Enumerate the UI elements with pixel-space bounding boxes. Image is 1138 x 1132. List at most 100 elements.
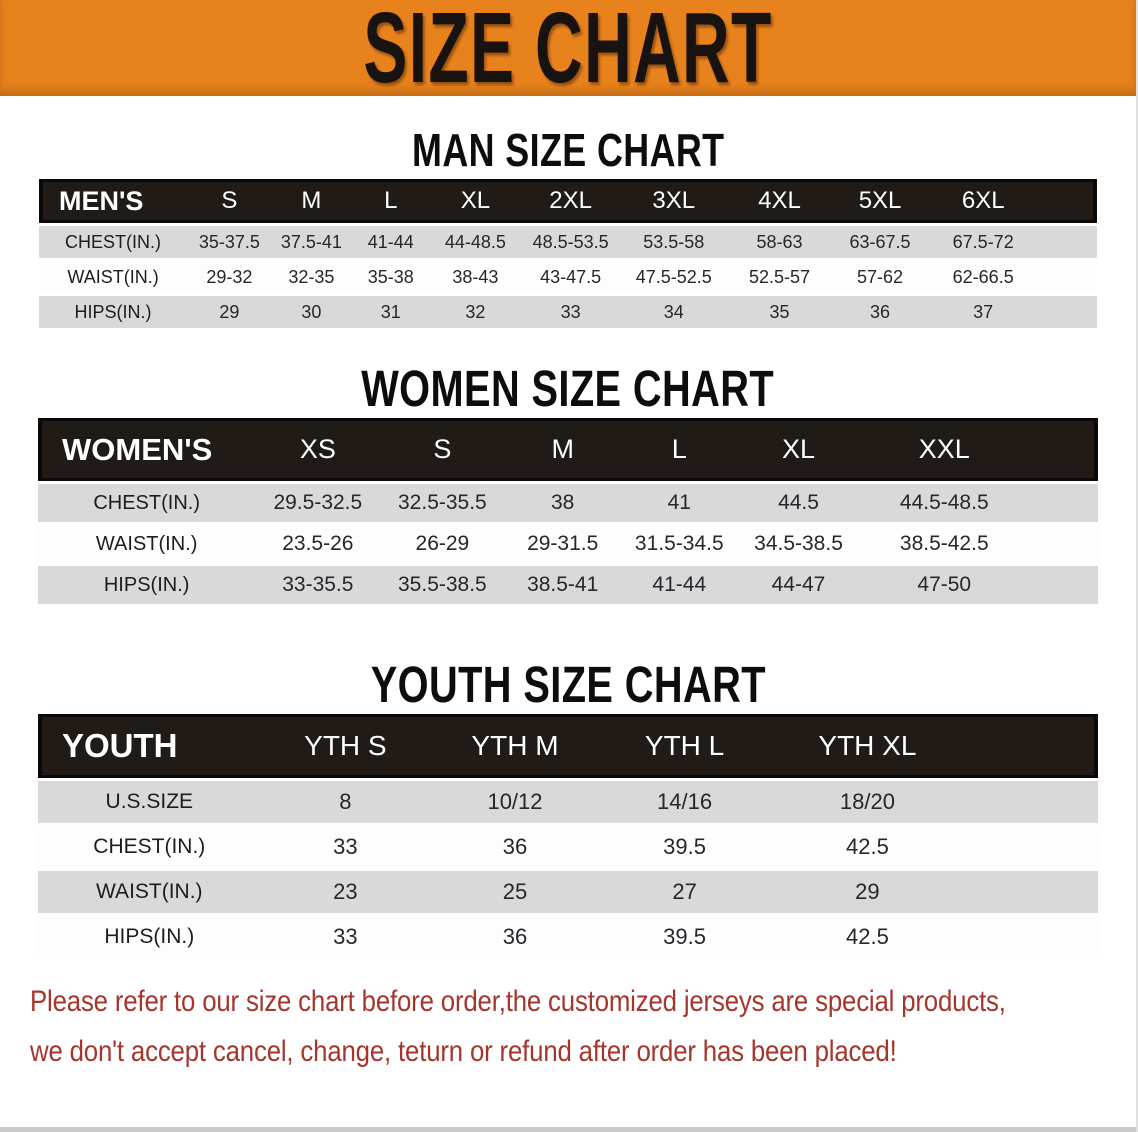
size-value: 62-66.5: [927, 261, 1039, 293]
spacer-cell: [1029, 484, 1098, 522]
spacer-cell: [965, 826, 1098, 868]
men-size-header: 6XL: [927, 179, 1039, 223]
men-header-row: MEN'S S M L XL 2XL 3XL 4XL 5XL 6XL: [39, 179, 1097, 223]
women-header-label: WOMEN'S: [38, 418, 256, 481]
men-header-label: MEN'S: [39, 179, 188, 223]
men-size-header: S: [187, 179, 272, 223]
size-value: 42.5: [769, 826, 966, 868]
size-value: 33: [520, 296, 621, 328]
size-value: 44.5-48.5: [859, 484, 1030, 522]
row-label: WAIST(IN.): [38, 525, 256, 563]
youth-size-header: YTH M: [430, 714, 600, 778]
size-value: 34: [620, 296, 727, 328]
size-value: 29-32: [187, 261, 272, 293]
men-size-header: L: [351, 179, 431, 223]
men-chest-row: CHEST(IN.) 35-37.5 37.5-41 41-44 44-48.5…: [39, 226, 1097, 258]
size-value: 23: [260, 871, 431, 913]
size-value: 29-31.5: [504, 525, 621, 563]
youth-section-title-text: YOUTH SIZE CHART: [370, 656, 766, 713]
size-value: 23.5-26: [255, 525, 381, 563]
size-value: 35.5-38.5: [380, 566, 505, 604]
banner: SIZE CHART: [0, 0, 1136, 104]
size-value: 47.5-52.5: [620, 261, 727, 293]
row-label: WAIST(IN.): [39, 261, 188, 293]
women-hips-row: HIPS(IN.) 33-35.5 35.5-38.5 38.5-41 41-4…: [38, 566, 1098, 604]
men-hips-row: HIPS(IN.) 29 30 31 32 33 34 35 36 37: [39, 296, 1097, 328]
men-size-header: 3XL: [620, 179, 727, 223]
spacer-cell: [1038, 296, 1097, 328]
size-value: 27: [599, 871, 770, 913]
men-size-header: 2XL: [520, 179, 621, 223]
banner-title: SIZE CHART: [363, 0, 773, 104]
spacer-cell: [965, 916, 1098, 958]
disclaimer: Please refer to our size chart before or…: [30, 977, 1136, 1077]
spacer-cell: [1038, 261, 1097, 293]
youth-waist-row: WAIST(IN.) 23 25 27 29: [38, 871, 1098, 913]
size-value: 35-38: [351, 261, 431, 293]
size-value: 37: [927, 296, 1039, 328]
size-value: 41-44: [620, 566, 738, 604]
size-value: 58-63: [726, 226, 833, 258]
row-label: HIPS(IN.): [39, 296, 188, 328]
size-value: 29: [769, 871, 966, 913]
spacer-cell: [1029, 418, 1098, 481]
men-size-header: XL: [430, 179, 521, 223]
size-value: 63-67.5: [832, 226, 928, 258]
women-chest-row: CHEST(IN.) 29.5-32.5 32.5-35.5 38 41 44.…: [38, 484, 1098, 522]
size-value: 31: [351, 296, 431, 328]
men-section-title: MAN SIZE CHART: [0, 124, 1136, 176]
youth-section: YOUTH SIZE CHART YOUTH YTH S YTH M YTH L…: [0, 659, 1136, 961]
size-value: 36: [430, 916, 600, 958]
size-value: 8: [260, 781, 431, 823]
women-section: WOMEN SIZE CHART WOMEN'S XS S M L XL XXL…: [0, 363, 1136, 607]
size-value: 53.5-58: [620, 226, 727, 258]
size-value: 39.5: [599, 826, 770, 868]
row-label: HIPS(IN.): [38, 566, 256, 604]
size-value: 33: [260, 826, 431, 868]
men-waist-row: WAIST(IN.) 29-32 32-35 35-38 38-43 43-47…: [39, 261, 1097, 293]
size-value: 38-43: [430, 261, 521, 293]
spacer-cell: [1029, 525, 1098, 563]
row-label: WAIST(IN.): [38, 871, 261, 913]
spacer-cell: [1038, 226, 1097, 258]
row-label: CHEST(IN.): [39, 226, 188, 258]
youth-size-header: YTH S: [260, 714, 431, 778]
row-label: CHEST(IN.): [38, 826, 261, 868]
women-waist-row: WAIST(IN.) 23.5-26 26-29 29-31.5 31.5-34…: [38, 525, 1098, 563]
size-value: 38.5-42.5: [859, 525, 1030, 563]
size-value: 39.5: [599, 916, 770, 958]
size-value: 37.5-41: [271, 226, 352, 258]
size-value: 38: [504, 484, 621, 522]
spacer-cell: [1038, 179, 1097, 223]
women-size-header: L: [620, 418, 738, 481]
youth-size-header: YTH XL: [769, 714, 966, 778]
size-value: 26-29: [380, 525, 505, 563]
size-value: 44-47: [737, 566, 860, 604]
size-value: 48.5-53.5: [520, 226, 621, 258]
size-value: 42.5: [769, 916, 966, 958]
size-value: 34.5-38.5: [737, 525, 860, 563]
women-header-row: WOMEN'S XS S M L XL XXL: [38, 418, 1098, 481]
row-label: U.S.SIZE: [38, 781, 261, 823]
women-size-header: XL: [737, 418, 860, 481]
men-size-header: 4XL: [726, 179, 833, 223]
size-value: 31.5-34.5: [620, 525, 738, 563]
bottom-edge-strip: [0, 1127, 1136, 1132]
size-value: 36: [430, 826, 600, 868]
women-size-header: XS: [255, 418, 381, 481]
size-value: 67.5-72: [927, 226, 1039, 258]
women-size-table: WOMEN'S XS S M L XL XXL CHEST(IN.) 29.5-…: [38, 415, 1098, 607]
men-size-header: 5XL: [832, 179, 928, 223]
size-value: 18/20: [769, 781, 966, 823]
youth-size-header: YTH L: [599, 714, 770, 778]
size-value: 41-44: [351, 226, 431, 258]
spacer-cell: [1029, 566, 1098, 604]
disclaimer-line-1: Please refer to our size chart before or…: [30, 985, 1006, 1018]
size-value: 33-35.5: [255, 566, 381, 604]
size-value: 29.5-32.5: [255, 484, 381, 522]
spacer-cell: [965, 714, 1098, 778]
men-section-title-text: MAN SIZE CHART: [411, 124, 725, 176]
size-value: 47-50: [859, 566, 1030, 604]
women-section-title-text: WOMEN SIZE CHART: [361, 360, 775, 417]
